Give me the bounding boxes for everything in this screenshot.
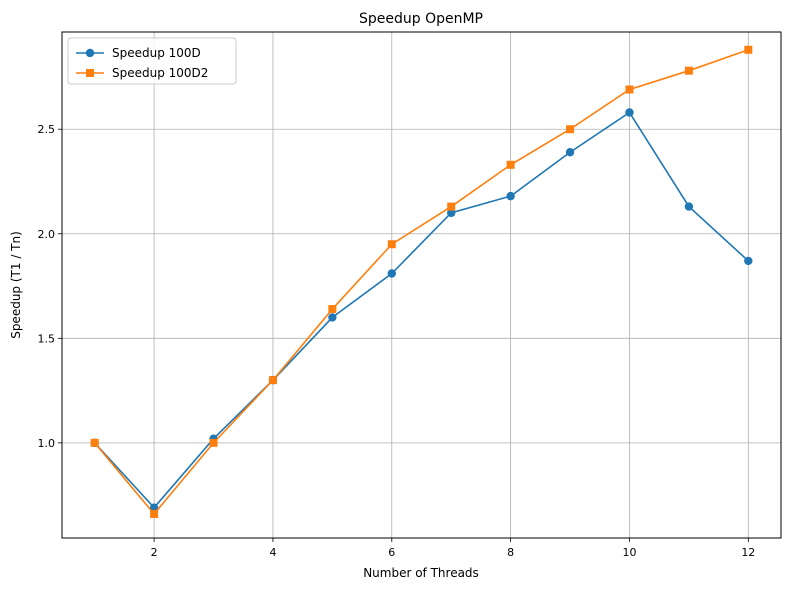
- x-axis-label: Number of Threads: [363, 566, 479, 580]
- data-point: [684, 202, 694, 211]
- data-point: [744, 256, 753, 266]
- series-1: [90, 108, 753, 512]
- data-point: [328, 305, 337, 314]
- data-point: [684, 66, 693, 75]
- y-tick-label: 1.5: [38, 332, 56, 345]
- data-point: [90, 438, 99, 447]
- data-point: [209, 438, 218, 447]
- x-tick-label: 12: [741, 546, 755, 559]
- legend-marker: [85, 48, 95, 58]
- data-point: [625, 108, 634, 117]
- series-2: [90, 45, 753, 518]
- data-point: [744, 45, 753, 54]
- data-point: [387, 269, 396, 278]
- data-point: [625, 85, 634, 94]
- legend-label: Speedup 100D2: [112, 66, 208, 80]
- x-tick-label: 6: [388, 546, 395, 559]
- data-point: [387, 240, 396, 249]
- plot-area-frame: [61, 31, 782, 539]
- legend: Speedup 100D Speedup 100D2: [67, 37, 237, 85]
- x-tick-label: 8: [507, 546, 514, 559]
- legend-item: Speedup 100D: [76, 46, 201, 60]
- axis-ticks: 2 4 6 8 10 12 1.0 1.5 2.0 2.5: [38, 123, 756, 559]
- legend-item: Speedup 100D2: [76, 66, 208, 80]
- x-tick-label: 4: [269, 546, 276, 559]
- series-layer: [90, 45, 753, 518]
- series-line: [94, 49, 749, 516]
- data-point: [566, 125, 575, 134]
- data-point: [506, 160, 515, 169]
- data-point: [268, 376, 277, 385]
- y-tick-label: 2.0: [38, 228, 56, 241]
- data-point: [565, 148, 575, 157]
- y-tick-label: 2.5: [38, 123, 56, 136]
- y-tick-label: 1.0: [38, 437, 56, 450]
- data-point: [447, 202, 456, 211]
- x-tick-label: 2: [151, 546, 158, 559]
- y-axis-label: Speedup (T1 / Tn): [9, 231, 23, 339]
- data-point: [447, 208, 456, 218]
- grid-lines: [62, 32, 781, 538]
- data-point: [506, 191, 515, 201]
- data-point: [150, 509, 159, 518]
- series-line: [94, 111, 749, 509]
- data-point: [328, 313, 337, 322]
- chart-title: Speedup OpenMP: [359, 11, 483, 27]
- data-point: [149, 503, 159, 512]
- legend-marker: [86, 69, 94, 77]
- legend-label: Speedup 100D: [112, 46, 201, 60]
- x-tick-label: 10: [622, 546, 636, 559]
- legend-box: [67, 37, 237, 85]
